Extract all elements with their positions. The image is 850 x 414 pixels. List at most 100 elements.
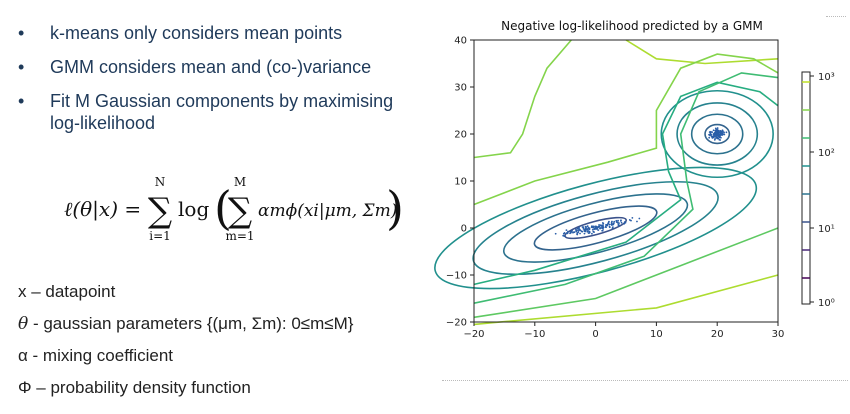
data-point xyxy=(711,131,714,134)
data-point xyxy=(638,217,641,220)
data-point xyxy=(598,223,600,226)
data-point xyxy=(576,233,579,236)
y-tick-label: 20 xyxy=(454,130,467,141)
data-point xyxy=(591,228,594,231)
data-point xyxy=(720,131,723,134)
data-point xyxy=(590,232,593,235)
contour-line xyxy=(473,72,779,304)
data-point xyxy=(578,226,580,229)
data-point xyxy=(722,130,724,133)
bullet-text: k-means only considers mean points xyxy=(50,23,343,43)
formula-log: log xyxy=(178,197,209,221)
definition-symbol: x xyxy=(18,282,27,301)
data-point xyxy=(717,135,720,138)
data-point xyxy=(582,227,585,230)
data-point xyxy=(588,230,591,233)
definition-item: Φ – probability density function xyxy=(18,378,251,398)
y-tick-label: −10 xyxy=(446,271,467,282)
formula-inner-top: M xyxy=(234,175,246,189)
contour-line xyxy=(473,227,779,319)
formula-lhs: ℓ(θ|x) = xyxy=(64,197,141,222)
data-point xyxy=(586,225,589,228)
data-point xyxy=(601,224,604,227)
data-point xyxy=(617,219,619,222)
data-point xyxy=(623,221,626,223)
formula-inner-bottom: m=1 xyxy=(225,229,254,243)
definition-item: α - mixing coefficient xyxy=(18,346,173,366)
definition-item: θ - gaussian parameters {(μm, Σm): 0≤m≤M… xyxy=(18,314,353,334)
data-point xyxy=(601,229,604,232)
data-point xyxy=(575,228,577,231)
data-point xyxy=(563,235,566,238)
data-point xyxy=(562,232,565,235)
formula-outer-sigma: ∑ xyxy=(148,191,172,231)
frame-border xyxy=(826,16,846,17)
contour-line xyxy=(473,274,779,326)
data-point xyxy=(592,226,595,229)
data-point xyxy=(723,133,726,136)
contour-line xyxy=(676,102,759,166)
data-point xyxy=(725,131,728,134)
colorbar-tick-label: 10¹ xyxy=(818,224,835,235)
data-point xyxy=(709,133,712,136)
definition-symbol: θ xyxy=(18,314,29,334)
data-point xyxy=(573,231,576,234)
data-point xyxy=(716,132,719,134)
definition-text: – probability density function xyxy=(31,378,251,397)
definition-text: - gaussian parameters {(μm, Σm): 0≤m≤M} xyxy=(28,314,354,333)
formula-close-paren: ) xyxy=(386,181,404,235)
data-point xyxy=(565,229,568,231)
bullet-marker: • xyxy=(18,23,25,43)
x-tick-label: 20 xyxy=(711,329,724,340)
bullet-marker: • xyxy=(18,91,25,111)
formula-open-paren: ( xyxy=(214,181,232,235)
definition-symbol: α xyxy=(18,346,28,365)
data-point xyxy=(586,228,589,231)
x-tick-label: 30 xyxy=(772,329,785,340)
contour-line xyxy=(704,123,731,145)
definition-text: - mixing coefficient xyxy=(27,346,174,365)
data-point xyxy=(616,221,619,224)
y-tick-label: −20 xyxy=(446,318,467,329)
x-tick-label: 10 xyxy=(650,329,663,340)
data-point xyxy=(582,226,585,229)
data-point xyxy=(617,224,620,226)
data-point xyxy=(583,232,586,235)
colorbar-tick-label: 10⁰ xyxy=(818,298,835,309)
data-point xyxy=(572,231,574,234)
colorbar-frame xyxy=(801,71,811,305)
data-point xyxy=(587,232,590,234)
data-point xyxy=(596,227,599,230)
bullet-text: GMM considers mean and (co-)variance xyxy=(50,57,372,77)
data-point xyxy=(718,138,721,141)
data-point xyxy=(584,229,587,232)
data-point xyxy=(723,131,725,134)
data-point xyxy=(579,232,581,235)
data-point xyxy=(714,127,717,130)
data-point xyxy=(712,136,715,139)
data-point xyxy=(613,220,616,223)
data-point xyxy=(581,230,583,233)
data-point xyxy=(608,220,610,223)
data-point xyxy=(607,222,610,225)
data-point xyxy=(588,227,591,230)
data-point xyxy=(631,217,634,219)
bullet-marker: • xyxy=(18,57,25,77)
x-tick-label: −20 xyxy=(463,329,484,340)
data-point xyxy=(620,221,623,224)
data-point xyxy=(606,224,609,227)
data-point xyxy=(608,225,611,228)
gmm-contour-plot: Negative log-likelihood predicted by a G… xyxy=(434,19,835,340)
data-point xyxy=(630,219,632,222)
data-point xyxy=(712,129,715,132)
data-point xyxy=(719,130,722,132)
contour-line xyxy=(625,39,779,65)
x-axis: −20 −10 0 10 20 30 xyxy=(463,322,784,340)
data-point xyxy=(716,128,719,131)
contour-line xyxy=(472,180,719,276)
contour-lines xyxy=(434,39,779,326)
data-point xyxy=(602,228,605,230)
data-point xyxy=(716,127,719,129)
data-point xyxy=(618,222,620,225)
y-tick-label: 40 xyxy=(454,36,467,47)
